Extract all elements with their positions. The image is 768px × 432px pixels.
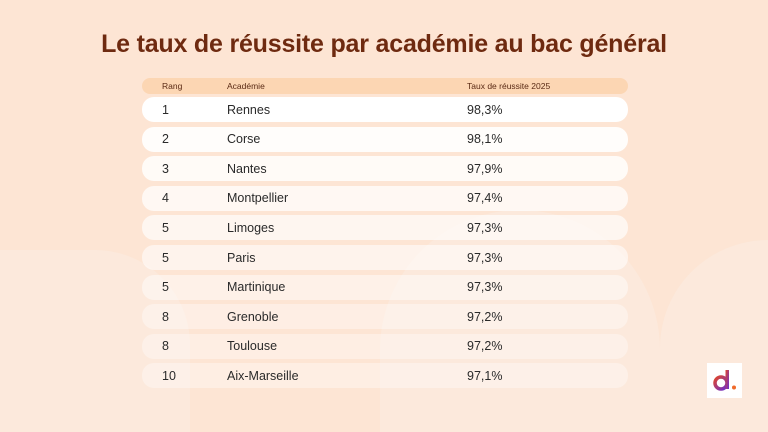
cell-rank: 3 <box>162 161 169 176</box>
cell-rate: 97,3% <box>467 220 503 235</box>
table-row: 5 Paris 97,3% <box>142 245 628 270</box>
cell-rate: 98,3% <box>467 102 503 117</box>
cell-rank: 4 <box>162 191 169 206</box>
table-row: 10 Aix-Marseille 97,1% <box>142 363 628 389</box>
page-title: Le taux de réussite par académie au bac … <box>101 30 667 58</box>
cell-academy: Aix-Marseille <box>227 368 299 383</box>
cell-academy: Rennes <box>227 102 271 117</box>
background-shape <box>0 250 190 432</box>
table-header: Rang Académie Taux de réussite 2025 <box>142 78 628 94</box>
cell-academy: Limoges <box>227 220 275 235</box>
table-row: 8 Grenoble 97,2% <box>142 304 628 330</box>
cell-rate: 97,2% <box>467 309 503 324</box>
logo-d-icon <box>712 369 736 391</box>
cell-rate: 97,3% <box>467 280 503 295</box>
table-row: 3 Nantes 97,9% <box>142 156 628 182</box>
header-rank: Rang <box>162 81 183 91</box>
table-row: 5 Martinique 97,3% <box>142 274 628 300</box>
cell-rank: 1 <box>162 102 169 117</box>
cell-academy: Grenoble <box>227 309 279 324</box>
cell-rate: 97,4% <box>467 191 503 206</box>
cell-rank: 8 <box>162 339 169 354</box>
cell-rank: 8 <box>162 309 169 324</box>
brand-logo <box>707 363 742 398</box>
cell-rank: 10 <box>162 368 176 383</box>
cell-rate: 97,2% <box>467 339 503 354</box>
cell-rank: 5 <box>162 250 169 265</box>
cell-academy: Paris <box>227 250 256 265</box>
cell-rank: 5 <box>162 280 169 295</box>
cell-academy: Martinique <box>227 280 286 295</box>
header-rate: Taux de réussite 2025 <box>467 81 551 91</box>
cell-academy: Toulouse <box>227 339 278 354</box>
cell-rank: 5 <box>162 220 169 235</box>
table-row: 4 Montpellier 97,4% <box>142 185 628 211</box>
cell-rate: 98,1% <box>467 132 503 147</box>
cell-academy: Corse <box>227 132 261 147</box>
background-shape <box>660 240 768 432</box>
table-row: 8 Toulouse 97,2% <box>142 333 628 359</box>
cell-rate: 97,3% <box>467 250 503 265</box>
header-academy: Académie <box>227 81 265 91</box>
table-row: 2 Corse 98,1% <box>142 126 628 152</box>
cell-academy: Montpellier <box>227 191 289 206</box>
cell-rate: 97,9% <box>467 161 503 176</box>
cell-rate: 97,1% <box>467 368 503 383</box>
cell-academy: Nantes <box>227 161 267 176</box>
cell-rank: 2 <box>162 132 169 147</box>
table-row: 1 Rennes 98,3% <box>142 97 628 122</box>
table-row: 5 Limoges 97,3% <box>142 215 628 241</box>
